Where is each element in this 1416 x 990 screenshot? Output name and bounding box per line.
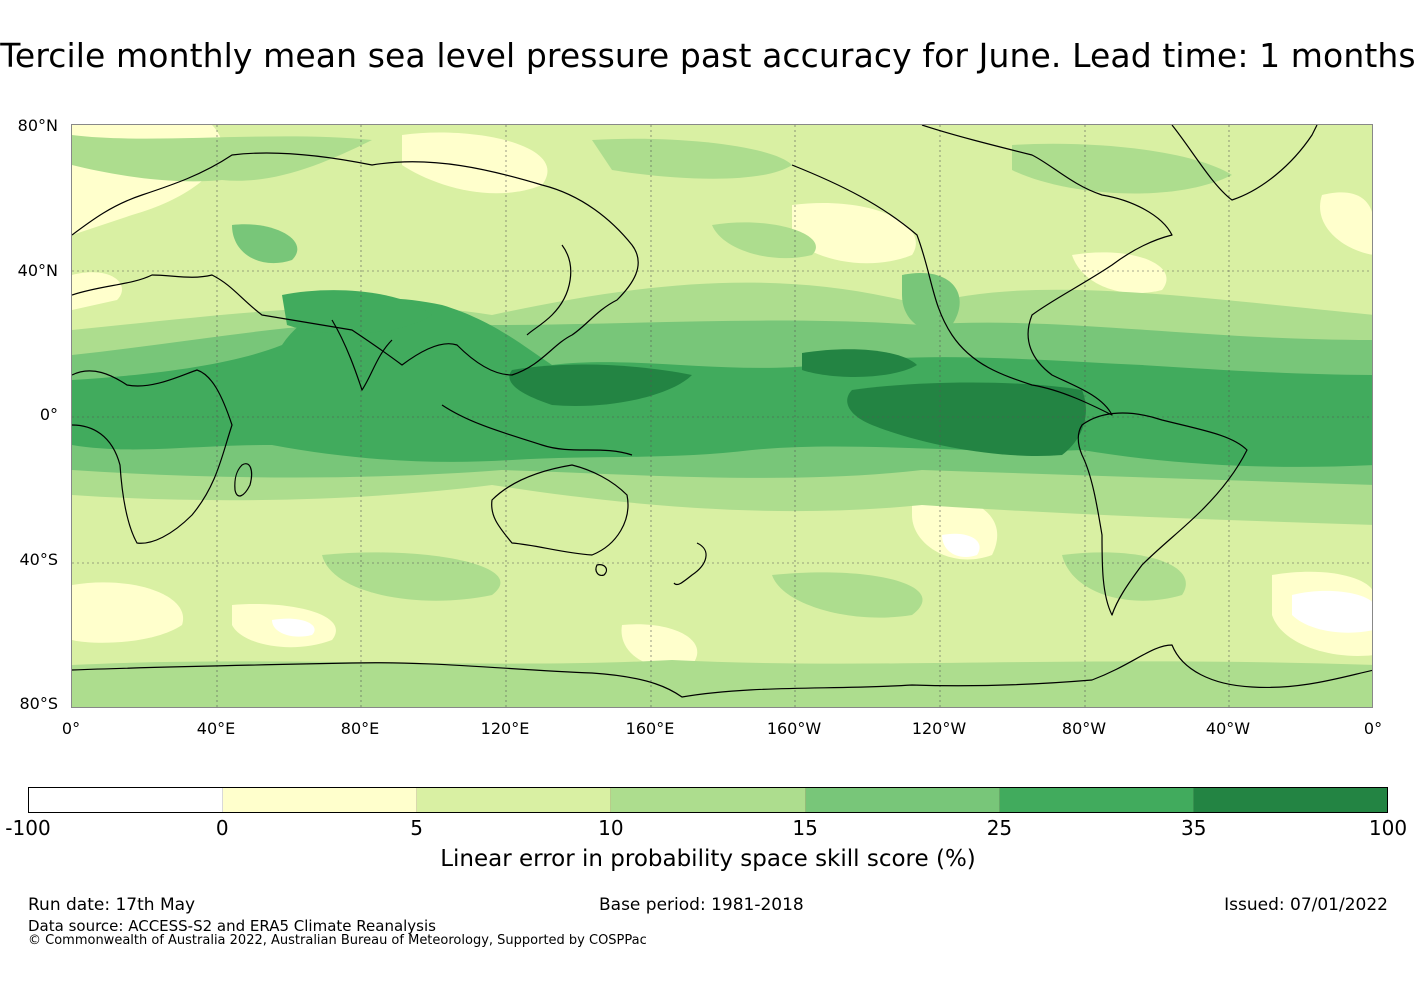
lat-label-40n: 40°N	[17, 261, 58, 280]
colorbar-label: Linear error in probability space skill …	[440, 846, 976, 872]
colorbar-segment	[29, 788, 224, 812]
lon-label-120w: 120°W	[911, 719, 967, 738]
coastline-south-america	[1077, 412, 1248, 616]
lon-label-120e: 120°E	[480, 719, 530, 738]
lon-label-80w: 80°W	[1061, 719, 1107, 738]
map-gridlines	[72, 125, 1372, 707]
base-period: Base period: 1981-2018	[599, 895, 804, 915]
skill-region-strongest	[509, 349, 1086, 456]
colorbar-tick-label: 15	[792, 816, 818, 840]
lat-label-80s: 80°S	[19, 694, 58, 713]
colorbar-tick-label: -100	[5, 816, 51, 840]
coastline-tasmania	[595, 564, 608, 576]
colorbar-tick-label: 100	[1368, 816, 1408, 840]
colorbar	[28, 787, 1388, 813]
coastline-antarctica	[72, 644, 1372, 698]
lon-label-160e: 160°E	[625, 719, 675, 738]
data-source: Data source: ACCESS-S2 and ERA5 Climate …	[28, 917, 436, 935]
run-date: Run date: 17th May	[28, 895, 196, 915]
copyright: © Commonwealth of Australia 2022, Austra…	[28, 933, 647, 948]
coastline-australia	[491, 464, 629, 556]
issued-date: Issued: 07/01/2022	[1224, 895, 1388, 915]
map-canvas	[72, 125, 1372, 707]
colorbar-segment	[1193, 788, 1387, 812]
skill-score-map	[71, 124, 1373, 708]
lat-label-80n: 80°N	[17, 116, 58, 135]
coastline-india	[331, 319, 393, 391]
colorbar-segment	[223, 788, 418, 812]
coastline-north-america	[791, 125, 1173, 416]
colorbar-segment	[417, 788, 612, 812]
colorbar-tick-label: 0	[215, 816, 229, 840]
colorbar-tick-label: 35	[1180, 816, 1207, 840]
coastline-greenland	[1171, 125, 1318, 201]
colorbar-segment	[999, 788, 1194, 812]
skill-region-negative	[272, 533, 1372, 637]
colorbar-tick-label: 5	[410, 816, 423, 840]
lon-label-40e: 40°E	[196, 719, 236, 738]
coastline-new-zealand	[673, 542, 707, 586]
coastline-madagascar	[234, 463, 253, 497]
lat-label-equator: 0°	[39, 405, 58, 424]
lon-label-360: 0°	[1363, 719, 1383, 738]
coastline-africa	[72, 369, 233, 544]
lon-label-40w: 40°W	[1205, 719, 1251, 738]
lon-label-0: 0°	[61, 719, 81, 738]
colorbar-segment	[611, 788, 806, 812]
lon-label-160w: 160°W	[766, 719, 822, 738]
colorbar-segment	[805, 788, 1000, 812]
coastlines	[72, 125, 1372, 698]
colorbar-tick-label: 10	[598, 816, 624, 840]
lon-label-80e: 80°E	[340, 719, 380, 738]
coastline-eurasia	[72, 152, 639, 376]
chart-title: Tercile monthly mean sea level pressure …	[0, 36, 1416, 75]
colorbar-tick-label: 25	[986, 816, 1013, 840]
lat-label-40s: 40°S	[19, 550, 58, 569]
coastline-japan	[526, 244, 572, 336]
coastline-indonesia	[441, 404, 633, 456]
